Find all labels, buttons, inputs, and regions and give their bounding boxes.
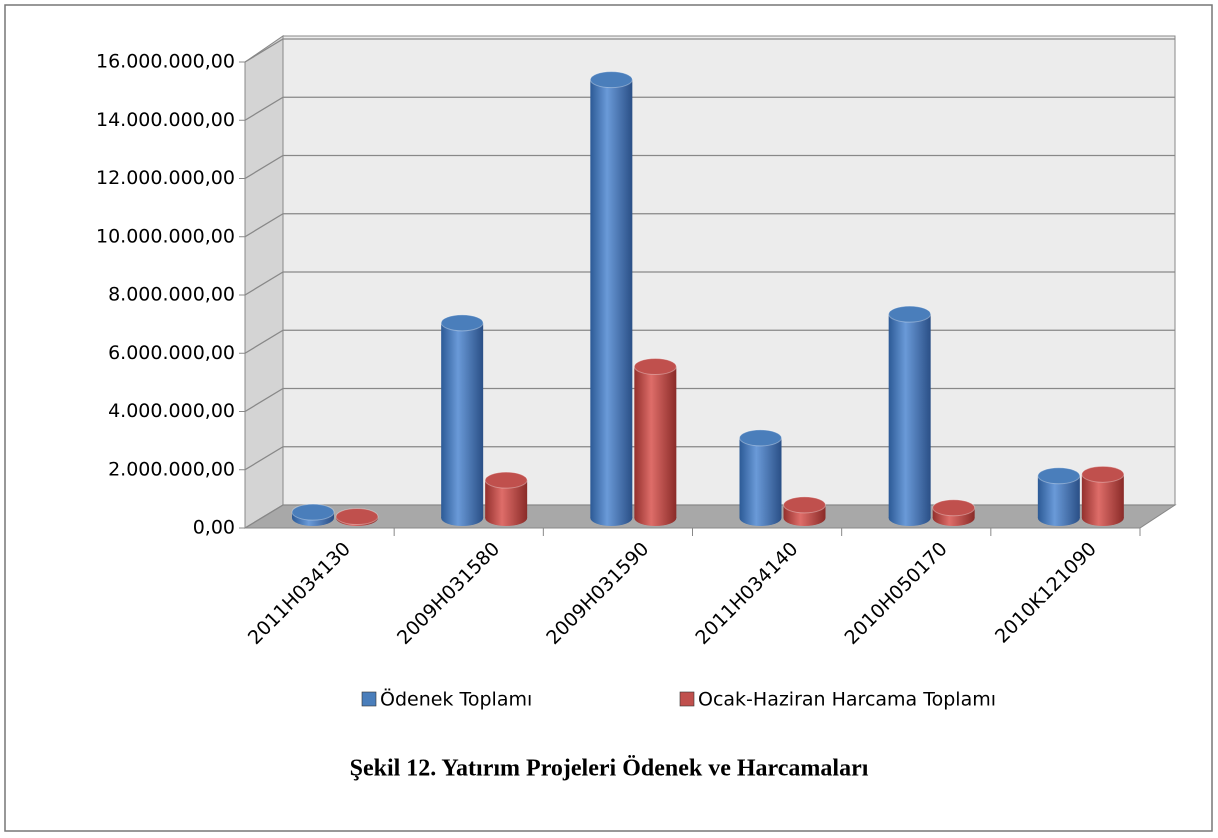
y-tick-label: 12.000.000,00 <box>96 167 235 189</box>
bar-bottom <box>634 510 677 526</box>
bar <box>888 305 932 526</box>
y-tick-label: 16.000.000,00 <box>96 51 235 73</box>
y-tick-label: 0,00 <box>193 517 235 539</box>
grid-line <box>244 387 1175 413</box>
bar <box>1081 465 1125 526</box>
grid-line <box>244 154 1175 180</box>
grid-line <box>244 504 1175 529</box>
y-tick-label: 14.000.000,00 <box>96 109 235 131</box>
bar-top <box>783 496 826 514</box>
grid-line <box>244 38 1175 63</box>
bar-top <box>633 358 677 376</box>
bar-bottom <box>590 510 633 526</box>
bar-top <box>291 503 335 521</box>
legend-label: Ödenek Toplamı <box>380 688 532 711</box>
grid-line <box>244 96 1175 121</box>
bar <box>440 314 484 526</box>
bar <box>932 499 976 526</box>
grid-line <box>244 213 1175 238</box>
legend-label: Ocak-Haziran Harcama Toplamı <box>698 689 996 711</box>
bar-top <box>739 429 782 447</box>
bar-bottom <box>485 510 528 526</box>
bar-body <box>634 366 677 518</box>
bar-top <box>1081 465 1125 483</box>
floor <box>243 504 1177 529</box>
bar <box>291 503 335 526</box>
grid-line <box>244 271 1175 296</box>
bar <box>739 429 782 526</box>
bar-bottom <box>1037 510 1080 526</box>
y-tick-label: 8.000.000,00 <box>108 284 235 306</box>
bar <box>589 71 633 526</box>
y-tick-label: 2.000.000,00 <box>108 458 235 480</box>
bar-top <box>932 499 976 517</box>
bar-body <box>590 79 633 518</box>
bar-body <box>441 322 484 518</box>
bar-bottom <box>888 510 931 526</box>
bar-bottom <box>441 510 484 526</box>
y-tick-label: 4.000.000,00 <box>108 400 235 422</box>
bar-bottom <box>1081 510 1124 526</box>
y-tick-label: 10.000.000,00 <box>96 225 235 247</box>
bar <box>783 496 826 526</box>
legend-swatch <box>361 691 377 707</box>
grid-line <box>244 446 1175 471</box>
legend-swatch <box>679 691 695 707</box>
back-wall <box>282 35 1176 506</box>
grid-line <box>244 329 1175 354</box>
bar-top <box>888 305 932 323</box>
bar-top <box>1037 467 1081 485</box>
y-tick-label: 6.000.000,00 <box>108 342 235 364</box>
bar <box>484 471 528 526</box>
bar-top <box>589 71 633 89</box>
bar-body <box>739 437 782 518</box>
bar-top <box>484 471 528 489</box>
bar <box>1037 467 1081 526</box>
bar <box>633 358 677 526</box>
bar-bottom <box>739 510 782 526</box>
bar-body <box>888 314 931 518</box>
bar <box>335 508 379 526</box>
bar-top <box>440 314 484 332</box>
bar-bottom <box>783 510 826 526</box>
caption: Şekil 12. Yatırım Projeleri Ödenek ve Ha… <box>350 756 869 782</box>
side-wall <box>244 35 284 529</box>
bar-top <box>335 508 379 526</box>
